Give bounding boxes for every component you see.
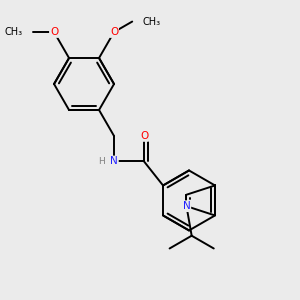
Text: O: O xyxy=(50,27,58,37)
Text: H: H xyxy=(98,157,105,166)
Text: N: N xyxy=(110,157,118,166)
Text: O: O xyxy=(140,131,148,141)
Text: O: O xyxy=(110,27,118,37)
Text: CH₃: CH₃ xyxy=(143,16,161,27)
Text: CH₃: CH₃ xyxy=(4,27,22,37)
Text: N: N xyxy=(183,201,190,211)
